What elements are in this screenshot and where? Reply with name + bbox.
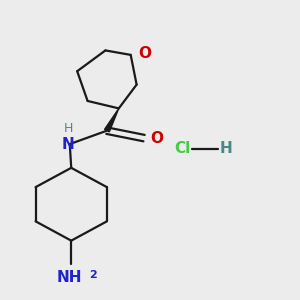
Text: O: O	[150, 130, 163, 146]
Text: Cl: Cl	[174, 141, 190, 156]
Text: H: H	[64, 122, 73, 135]
Text: N: N	[62, 136, 75, 152]
Text: H: H	[220, 141, 233, 156]
Polygon shape	[104, 108, 119, 132]
Text: 2: 2	[89, 270, 97, 280]
Text: O: O	[138, 46, 151, 61]
Text: NH: NH	[57, 270, 82, 285]
